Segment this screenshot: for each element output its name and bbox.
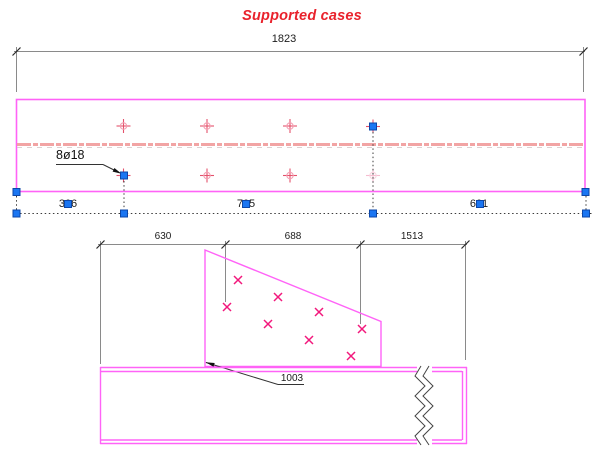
plan-view [12,47,594,218]
grip-handle[interactable] [120,171,128,180]
grip-handle[interactable] [120,209,128,218]
plate-outline [15,98,586,193]
grip-handle[interactable] [581,188,590,196]
dimension-tick-icon [12,47,588,56]
elevation-dimension-lines [98,241,467,364]
hole-marker-icons-bottom-row [116,168,380,183]
chain-witness-lines [16,132,587,210]
overall-dimension-text[interactable]: 1823 [271,33,297,45]
leader-arrowhead-icon [205,362,215,367]
plate-centerline [17,143,584,148]
grip-handle[interactable] [369,122,377,131]
grip-handle[interactable] [582,209,590,218]
elevation-dimension-text[interactable]: 630 [154,231,172,242]
plate-callout-text[interactable]: 1003 [280,373,304,384]
beam-outline [99,366,468,445]
plate-callout-leader [205,362,304,385]
hole-marker-icons-top-row [116,119,380,134]
grip-handle[interactable] [369,209,377,218]
elevation-dimension-text[interactable]: 1513 [400,231,424,242]
break-line-icon [414,365,434,446]
hole-callout-text[interactable]: 8ø18 [56,148,85,162]
drawing-title: Supported cases [242,8,362,24]
gusset-plate-outline [204,248,382,368]
grip-handle[interactable] [476,200,484,208]
grip-handle[interactable] [64,200,72,208]
grip-handles [12,122,590,218]
grip-handle[interactable] [242,200,250,208]
dimension-tick-icon [96,240,470,249]
hole-marker-x-icons [222,275,367,361]
leader-arrowhead-icon [112,168,122,174]
elevation-view [96,240,470,446]
grip-handle[interactable] [12,188,21,196]
overall-dimension-lines [14,47,585,92]
hole-callout-leader [56,164,122,174]
grip-handle[interactable] [12,209,21,218]
elevation-dimension-text[interactable]: 688 [284,231,302,242]
